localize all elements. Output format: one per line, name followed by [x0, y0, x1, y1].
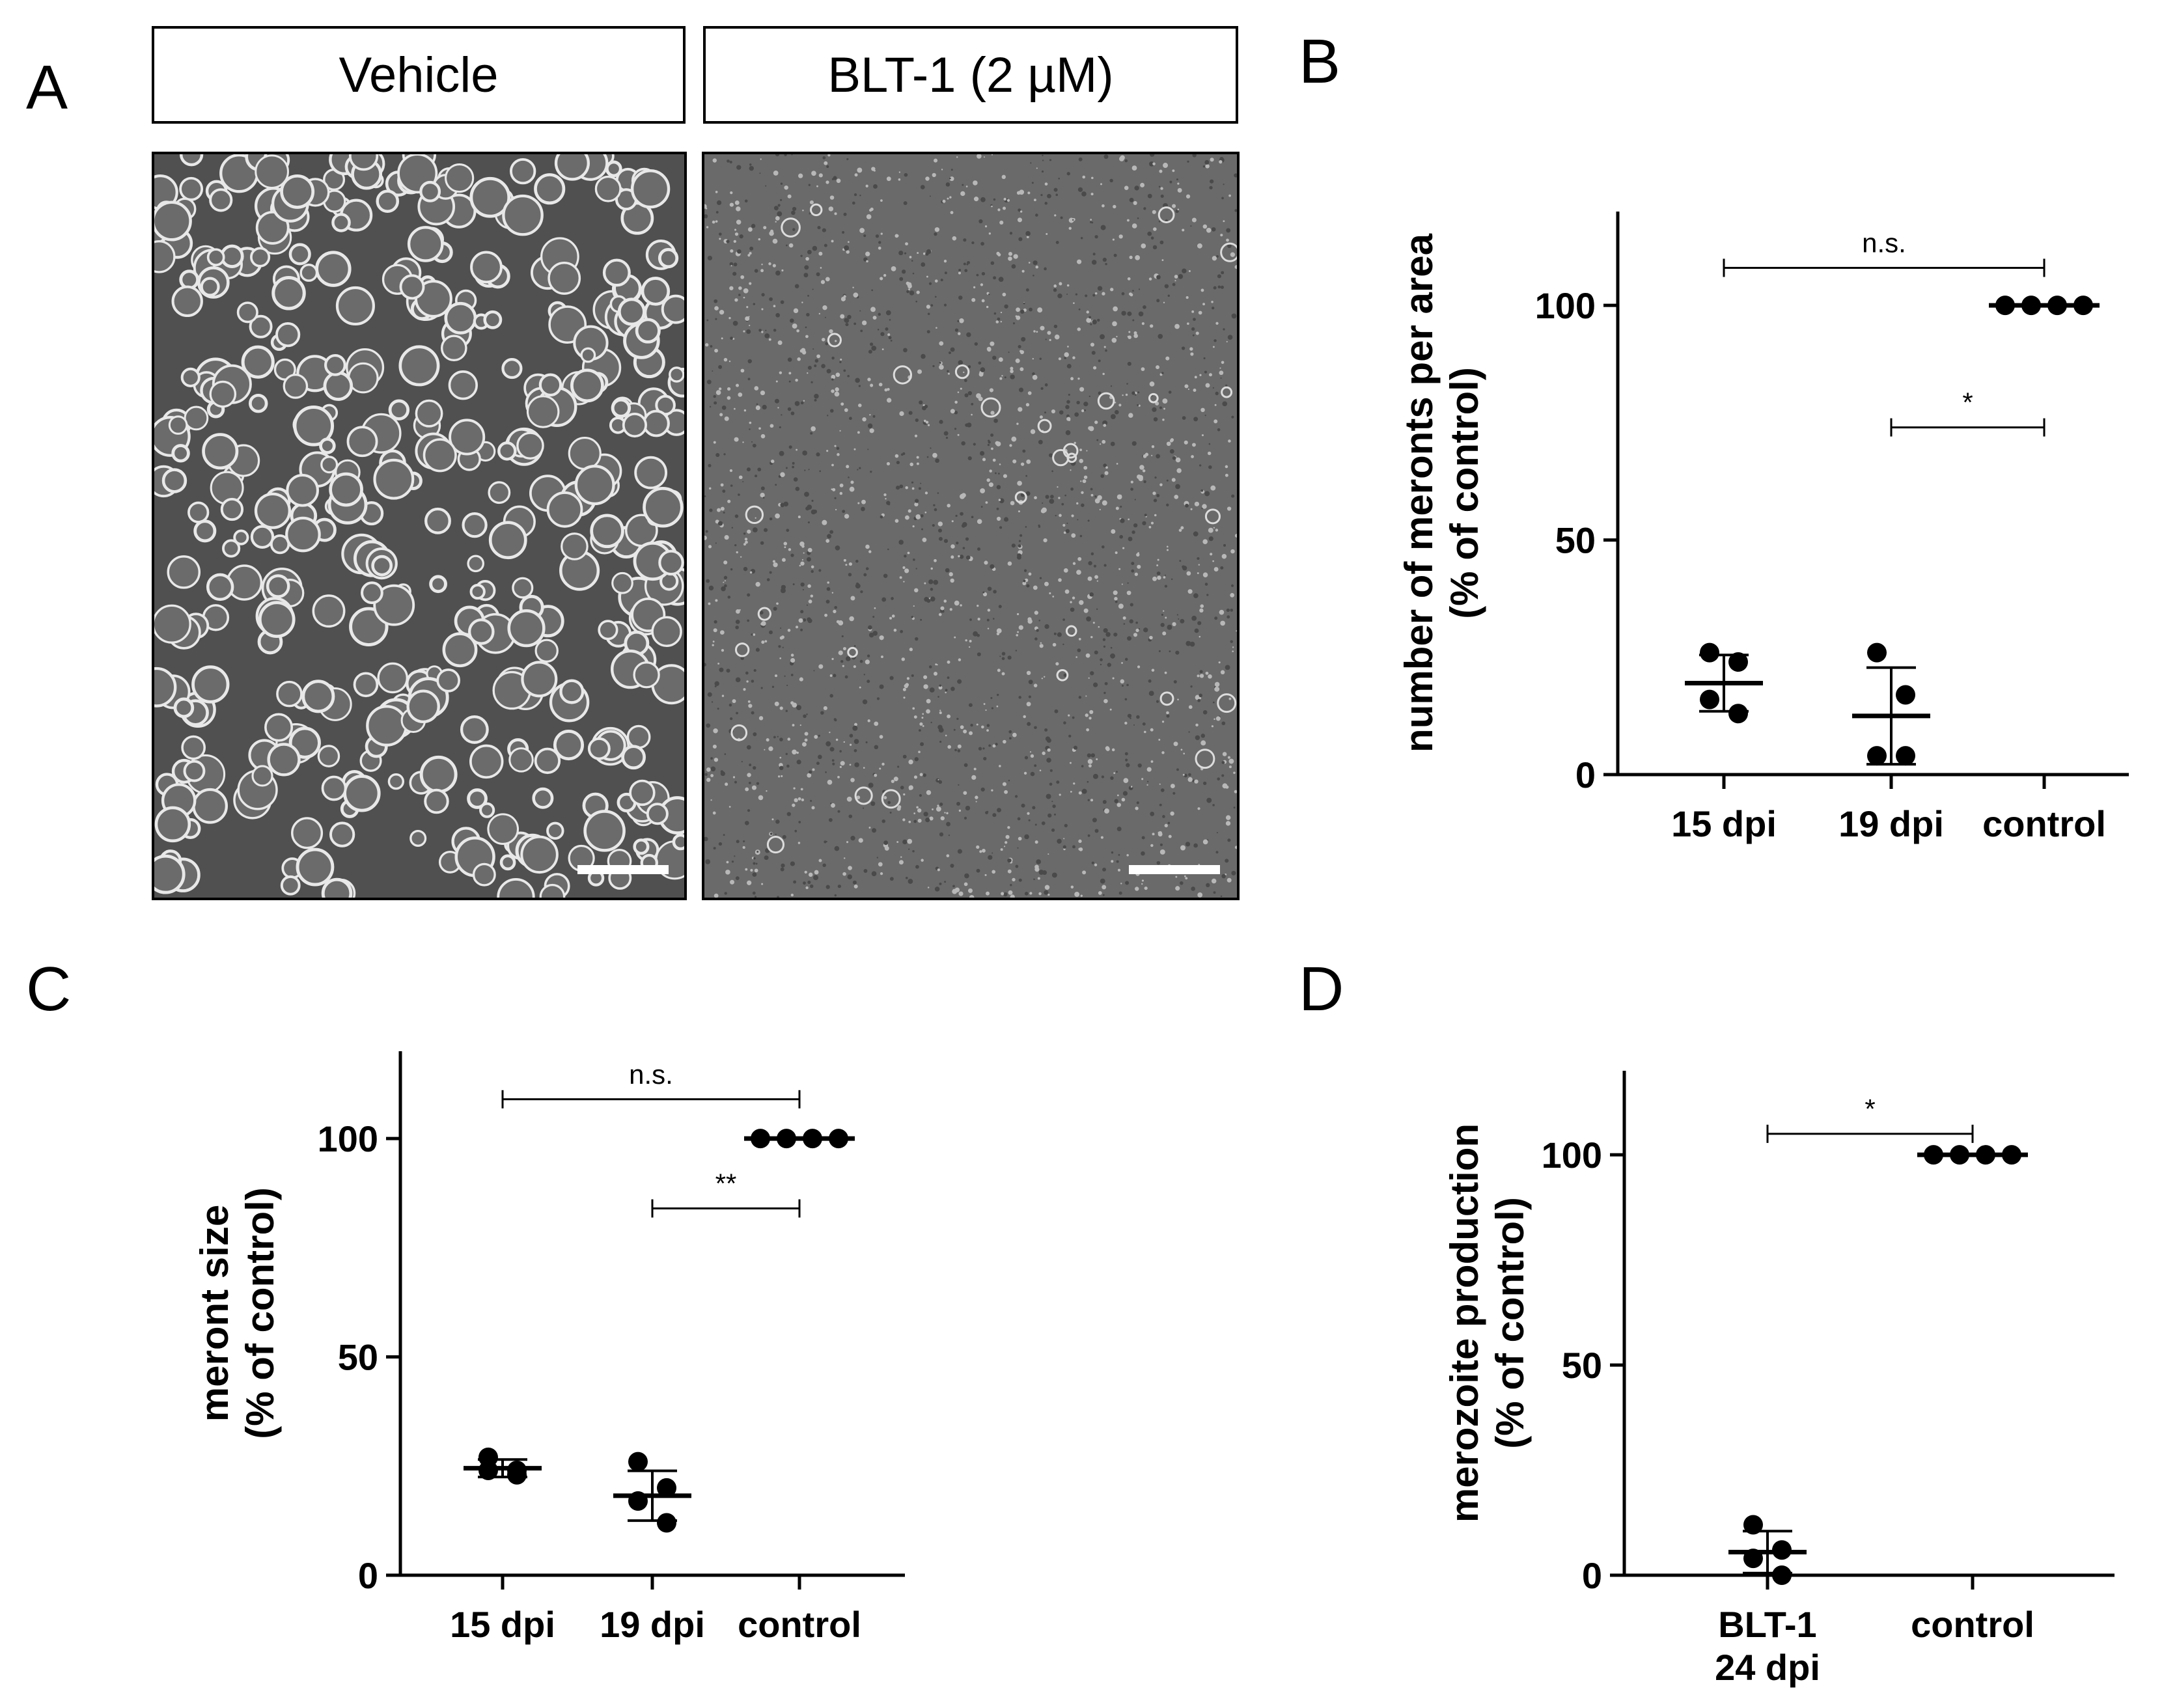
y-tick-label: 0 [1582, 1555, 1602, 1596]
data-point [1896, 685, 1915, 705]
significance-label: * [1865, 1094, 1875, 1124]
data-point [1700, 642, 1719, 663]
y-tick-label: 0 [1575, 754, 1596, 795]
category-label: BLT-1 [1718, 1604, 1816, 1645]
y-tick-label: 50 [338, 1337, 378, 1378]
y-tick-label: 100 [1535, 285, 1596, 326]
category-label: 15 dpi [450, 1604, 555, 1645]
category-label: control [1982, 803, 2106, 844]
chart-c: 0 50 100 15 dpi 19 dpi control meront size (% o… [193, 1051, 905, 1645]
data-point [1867, 642, 1887, 663]
category-label: control [738, 1604, 861, 1645]
data-point [1896, 746, 1915, 766]
category-label: 15 dpi [1671, 803, 1777, 844]
condition-label-blt1: BLT-1 (2 µM) [703, 26, 1238, 124]
significance-label: * [1962, 387, 1973, 418]
data-point [1728, 704, 1748, 724]
y-tick-label: 50 [1555, 520, 1596, 561]
category-label: 19 dpi [1838, 803, 1944, 844]
scale-bar [1129, 865, 1220, 874]
panel-letter-a: A [26, 53, 68, 122]
micrograph-vehicle [152, 152, 687, 900]
chart-d: 0 50 100 BLT-124 dpi control merozoite produc… [1443, 1071, 2115, 1688]
y-tick-label: 100 [318, 1118, 378, 1159]
y-axis-title: number of meronts per area [1397, 233, 1441, 752]
condition-label-vehicle: Vehicle [152, 26, 686, 124]
data-point [1743, 1515, 1763, 1535]
chart-b: 0 50 100 15 dpi 19 dpi control number of meron… [1397, 212, 2129, 844]
category-label: 24 dpi [1715, 1647, 1820, 1688]
y-axis-title: (% of control) [1488, 1197, 1532, 1449]
data-point [1700, 689, 1719, 709]
category-label: 19 dpi [600, 1604, 705, 1645]
y-axis-title: merozoite production [1443, 1123, 1486, 1522]
significance-label: n.s. [1862, 228, 1906, 258]
data-point [657, 1513, 676, 1533]
y-tick-label: 50 [1562, 1345, 1602, 1386]
y-tick-label: 100 [1542, 1135, 1602, 1176]
scale-bar [577, 865, 669, 874]
data-point [1772, 1565, 1792, 1585]
y-axis-title: meront size [193, 1205, 236, 1422]
y-axis-title: (% of control) [1443, 367, 1486, 619]
significance-label: n.s. [629, 1059, 673, 1090]
category-label: control [1911, 1604, 2034, 1645]
data-point [1867, 746, 1887, 766]
data-point [657, 1478, 676, 1498]
panel-letter-d: D [1299, 954, 1344, 1024]
panel-letter-b: B [1299, 27, 1341, 96]
data-point [628, 1452, 648, 1472]
y-axis-title: (% of control) [238, 1187, 282, 1439]
micrograph-blt1 [702, 152, 1240, 900]
significance-label: ** [715, 1168, 737, 1199]
panel-letter-c: C [26, 954, 72, 1024]
y-tick-label: 0 [358, 1555, 378, 1596]
data-point [1728, 652, 1748, 672]
